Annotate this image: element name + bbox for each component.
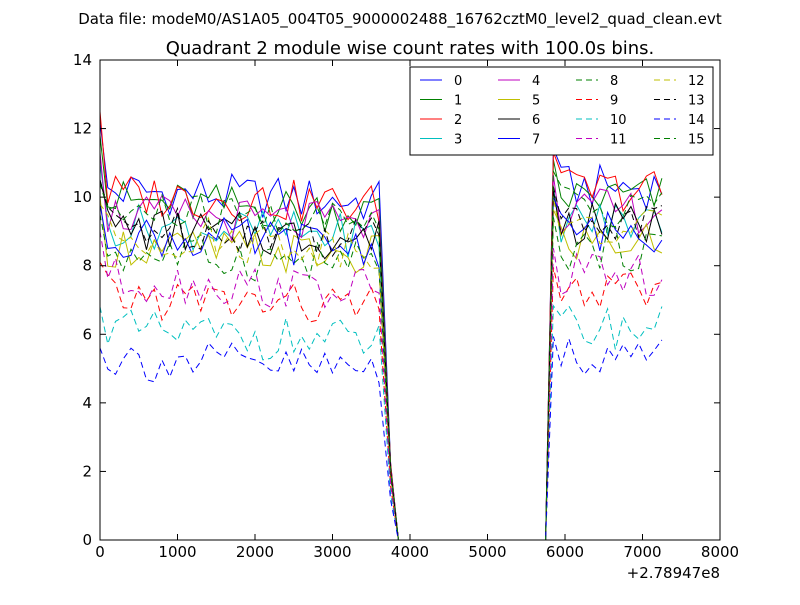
legend-box (409, 66, 714, 156)
y-tick-label: 2 (82, 462, 92, 480)
series-line-5 (99, 197, 663, 541)
legend-label-6: 6 (532, 113, 540, 128)
series-line-2 (99, 111, 663, 541)
legend-label-14: 14 (688, 113, 705, 128)
legend-label-8: 8 (610, 74, 618, 89)
series-line-13 (99, 179, 663, 541)
x-tick-label: 1000 (158, 543, 196, 561)
series-line-6 (99, 179, 663, 541)
series-line-8 (99, 214, 662, 541)
x-axis: 0 1000 2000 3000 4000 5000 6000 7000 8000 (95, 60, 739, 561)
x-tick-label: 6000 (546, 543, 584, 561)
series-line-12 (99, 198, 663, 541)
y-tick-label: 14 (73, 51, 92, 69)
y-tick-label: 0 (82, 531, 92, 549)
legend-label-5: 5 (532, 94, 540, 109)
x-tick-label: 4000 (391, 543, 429, 561)
legend-label-4: 4 (532, 74, 540, 89)
x-axis-offset-label: +2.78947e8 (627, 564, 720, 582)
chart-title: Quadrant 2 module wise count rates with … (166, 38, 655, 59)
x-tick-label: 2000 (236, 543, 274, 561)
legend-label-1: 1 (454, 94, 462, 109)
series-line-10 (99, 304, 663, 541)
figure-suptitle: Data file: modeM0/AS1A05_004T05_90000024… (78, 10, 722, 29)
legend-label-13: 13 (688, 94, 705, 109)
legend-label-3: 3 (454, 133, 462, 148)
legend-label-12: 12 (688, 74, 705, 89)
x-tick-label: 8000 (701, 543, 739, 561)
legend-label-2: 2 (454, 113, 462, 128)
series-line-3 (99, 162, 663, 541)
series-line-14 (99, 336, 663, 541)
series-line-11 (99, 231, 663, 541)
legend-label-9: 9 (610, 94, 618, 109)
series-line-9 (99, 262, 663, 541)
x-tick-label: 7000 (623, 543, 661, 561)
x-tick-label: 0 (95, 543, 105, 561)
x-tick-label: 5000 (468, 543, 506, 561)
legend-label-15: 15 (688, 133, 705, 148)
y-tick-label: 8 (82, 257, 92, 275)
legend-label-7: 7 (532, 133, 540, 148)
y-tick-label: 12 (73, 120, 92, 138)
x-tick-label: 3000 (313, 543, 351, 561)
y-tick-label: 10 (73, 188, 92, 206)
y-tick-label: 6 (82, 325, 92, 343)
legend-label-0: 0 (454, 74, 462, 89)
plot-series-group (99, 111, 663, 541)
y-tick-label: 4 (82, 394, 92, 412)
legend-label-11: 11 (610, 133, 627, 148)
series-line-15 (99, 169, 663, 541)
legend-label-10: 10 (610, 113, 627, 128)
